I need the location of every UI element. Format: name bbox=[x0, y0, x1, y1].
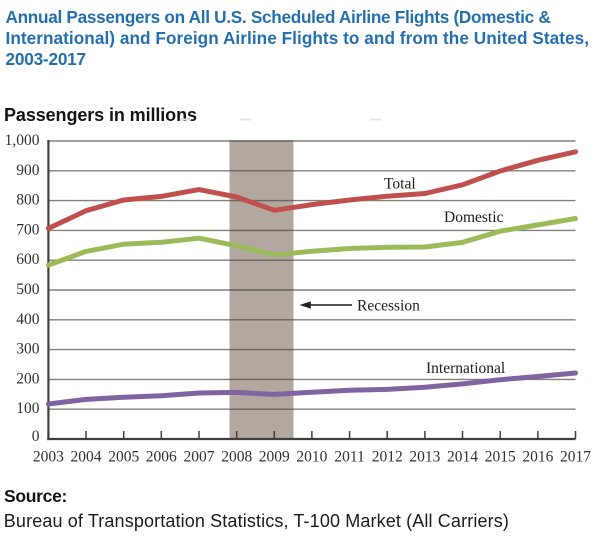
svg-text:0: 0 bbox=[32, 428, 40, 445]
svg-text:800: 800 bbox=[16, 192, 40, 209]
svg-text:2015: 2015 bbox=[485, 449, 516, 466]
svg-text:500: 500 bbox=[16, 281, 40, 298]
svg-text:2008: 2008 bbox=[221, 449, 252, 466]
svg-text:International: International bbox=[426, 360, 505, 377]
svg-text:2003: 2003 bbox=[33, 449, 64, 466]
svg-text:600: 600 bbox=[16, 251, 40, 268]
svg-text:2005: 2005 bbox=[108, 449, 139, 466]
svg-text:Recession: Recession bbox=[357, 298, 420, 315]
svg-text:2013: 2013 bbox=[409, 449, 440, 466]
svg-text:2004: 2004 bbox=[71, 449, 102, 466]
svg-text:2007: 2007 bbox=[184, 449, 215, 466]
svg-text:Domestic: Domestic bbox=[444, 209, 504, 226]
svg-text:2011: 2011 bbox=[334, 449, 364, 466]
svg-text:2012: 2012 bbox=[372, 449, 403, 466]
svg-text:200: 200 bbox=[16, 370, 40, 387]
svg-text:2010: 2010 bbox=[296, 449, 327, 466]
svg-text:Total: Total bbox=[384, 176, 416, 193]
svg-text:2006: 2006 bbox=[146, 449, 177, 466]
svg-text:2014: 2014 bbox=[447, 449, 478, 466]
svg-text:1,000: 1,000 bbox=[5, 132, 40, 149]
svg-text:700: 700 bbox=[16, 221, 40, 238]
svg-text:900: 900 bbox=[16, 162, 40, 179]
svg-text:2009: 2009 bbox=[259, 449, 290, 466]
svg-text:100: 100 bbox=[16, 400, 40, 417]
svg-text:300: 300 bbox=[16, 341, 40, 358]
svg-text:400: 400 bbox=[16, 311, 40, 328]
svg-text:2017: 2017 bbox=[560, 449, 591, 466]
svg-text:2016: 2016 bbox=[522, 449, 553, 466]
